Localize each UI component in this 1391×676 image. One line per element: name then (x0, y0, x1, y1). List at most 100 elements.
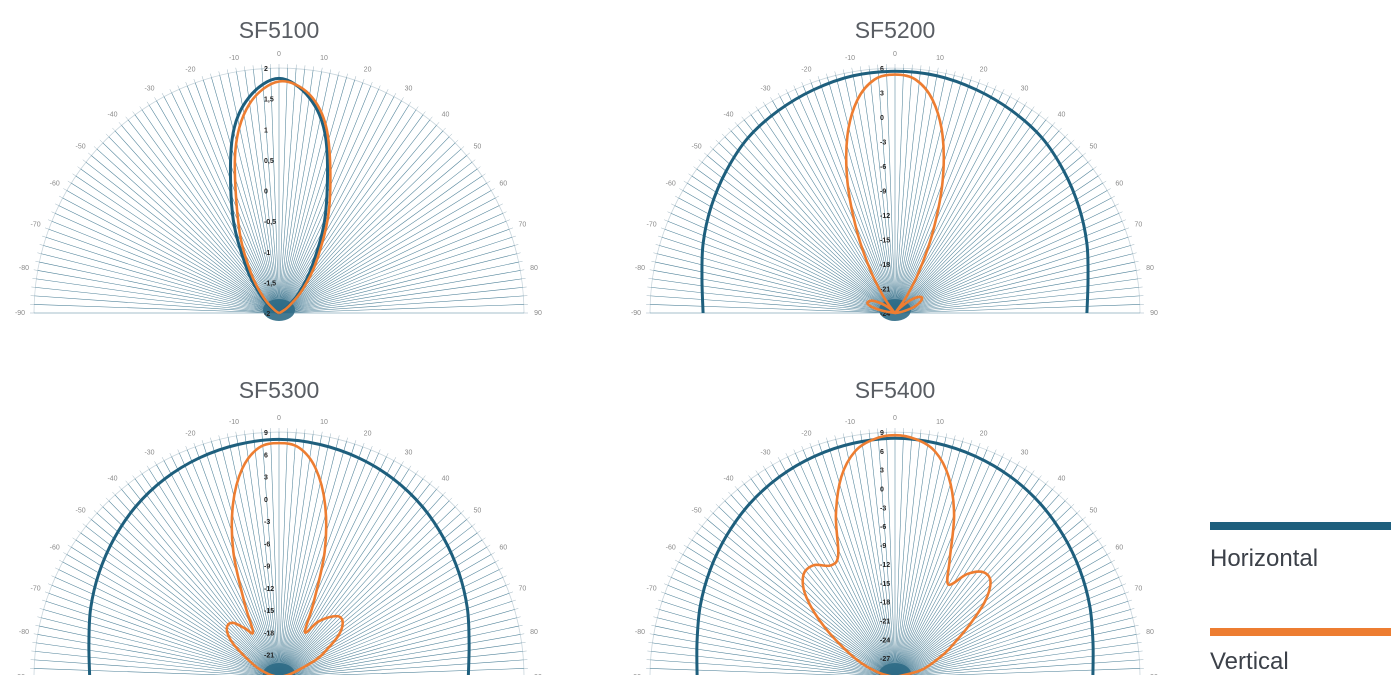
polar-rim-tick (119, 122, 122, 125)
polar-rim-tick (689, 538, 692, 540)
radial-tick-label: -1 (264, 250, 270, 257)
polar-rim-tick (835, 71, 836, 75)
polar-rim-tick (694, 531, 697, 533)
angle-tick-label: -30 (144, 450, 154, 457)
polar-rim-tick (219, 435, 220, 439)
polar-rim-tick (499, 204, 503, 206)
polar-spoke (765, 469, 895, 675)
radial-tick-label: 6 (880, 449, 884, 456)
polar-rim-tick (694, 167, 697, 169)
polar-rim-tick (971, 440, 972, 444)
polar-spoke (654, 634, 895, 675)
polar-rim-tick (186, 82, 187, 86)
angle-tick-label: -80 (19, 629, 29, 636)
polar-rim-tick (1077, 510, 1080, 513)
polar-rim-tick (499, 568, 503, 570)
polar-rim-tick (386, 453, 388, 457)
polar-rim-tick (186, 446, 187, 450)
polar-rim-tick (656, 608, 660, 609)
polar-rim-tick (322, 432, 323, 436)
polar-rim-tick (449, 498, 452, 501)
chart-title: SF5300 (239, 377, 320, 403)
polar-spoke (279, 105, 409, 313)
polar-rim-tick (651, 261, 655, 262)
radial-tick-label: -21 (880, 618, 890, 625)
polar-rim-tick (106, 134, 109, 137)
polar-rim-tick (509, 228, 513, 229)
polar-rim-tick (313, 430, 314, 434)
polar-spoke (135, 479, 279, 675)
polar-spoke (279, 97, 394, 313)
legend-horizontal-swatch (1210, 522, 1391, 530)
polar-spoke (895, 115, 1039, 313)
polar-rim-tick (227, 433, 228, 437)
polar-rim-tick (78, 531, 81, 533)
radial-tick-label: -9 (880, 189, 886, 196)
polar-spoke (861, 70, 895, 313)
angle-tick-label: -50 (692, 144, 702, 151)
polar-rim-tick (210, 438, 211, 442)
polar-rim-tick (671, 204, 675, 206)
polar-rim-tick (1098, 174, 1101, 176)
polar-rim-tick (506, 220, 510, 221)
polar-spoke (71, 183, 279, 313)
polar-rim-tick (728, 128, 731, 131)
radial-tick-label: 0,5 (264, 158, 274, 165)
radial-tick-label: 3 (264, 475, 268, 482)
polar-spoke (773, 465, 896, 675)
angle-tick-label: 10 (936, 55, 944, 62)
polar-spoke (39, 262, 279, 313)
polar-rim-tick (330, 69, 331, 73)
polar-rim-tick (236, 432, 237, 436)
polar-rim-tick (1115, 568, 1119, 570)
polar-spoke (895, 439, 954, 675)
polar-spoke (279, 439, 338, 675)
polar-rim-tick (355, 440, 356, 444)
polar-rim-tick (443, 492, 446, 495)
angle-tick-label: 20 (980, 67, 988, 74)
angle-tick-label: 30 (405, 450, 413, 457)
polar-rim-tick (954, 435, 955, 439)
polar-rim-tick (503, 576, 507, 578)
angle-tick-label: 50 (1090, 508, 1098, 515)
polar-rim-tick (843, 69, 844, 73)
polar-spoke (886, 68, 895, 313)
polar-rim-tick (704, 153, 707, 156)
radial-tick-label: -9 (264, 564, 270, 571)
polar-spoke (895, 618, 1133, 675)
polar-rim-tick (675, 560, 679, 562)
polar-rim-tick (1083, 517, 1086, 520)
radial-tick-label: -9 (880, 543, 886, 550)
radial-tick-label: 1 (264, 127, 268, 134)
polar-rim-tick (794, 450, 796, 454)
polar-rim-tick (658, 600, 662, 601)
polar-rim-tick (679, 553, 682, 555)
angle-tick-label: -60 (666, 181, 676, 188)
polar-rim-tick (35, 625, 39, 626)
angle-tick-label: -80 (635, 265, 645, 272)
polar-rim-tick (42, 600, 46, 601)
angle-tick-label: -60 (50, 181, 60, 188)
polar-rim-tick (461, 146, 464, 149)
angle-tick-label: 90 (1150, 310, 1158, 317)
polar-rim-tick (1125, 592, 1129, 593)
polar-rim-tick (83, 524, 86, 526)
polar-rim-tick (100, 504, 103, 507)
polar-rim-tick (802, 82, 803, 86)
polar-rim-tick (416, 471, 418, 474)
polar-rim-tick (371, 446, 372, 450)
polar-rim-tick (1025, 102, 1027, 105)
polar-rim-tick (347, 74, 348, 78)
polar-rim-tick (219, 71, 220, 75)
polar-rim-tick (355, 76, 356, 80)
polar-rim-tick (771, 97, 773, 100)
polar-rim-tick (202, 76, 203, 80)
polar-rim-tick (78, 167, 81, 169)
radial-tick-label: -3 (880, 505, 886, 512)
polar-rim-tick (810, 443, 811, 447)
legend-horizontal-label: Horizontal (1210, 545, 1318, 573)
polar-spoke (758, 474, 895, 675)
polar-rim-tick (59, 560, 63, 562)
polar-rim-tick (826, 74, 827, 78)
angle-tick-label: -30 (760, 450, 770, 457)
